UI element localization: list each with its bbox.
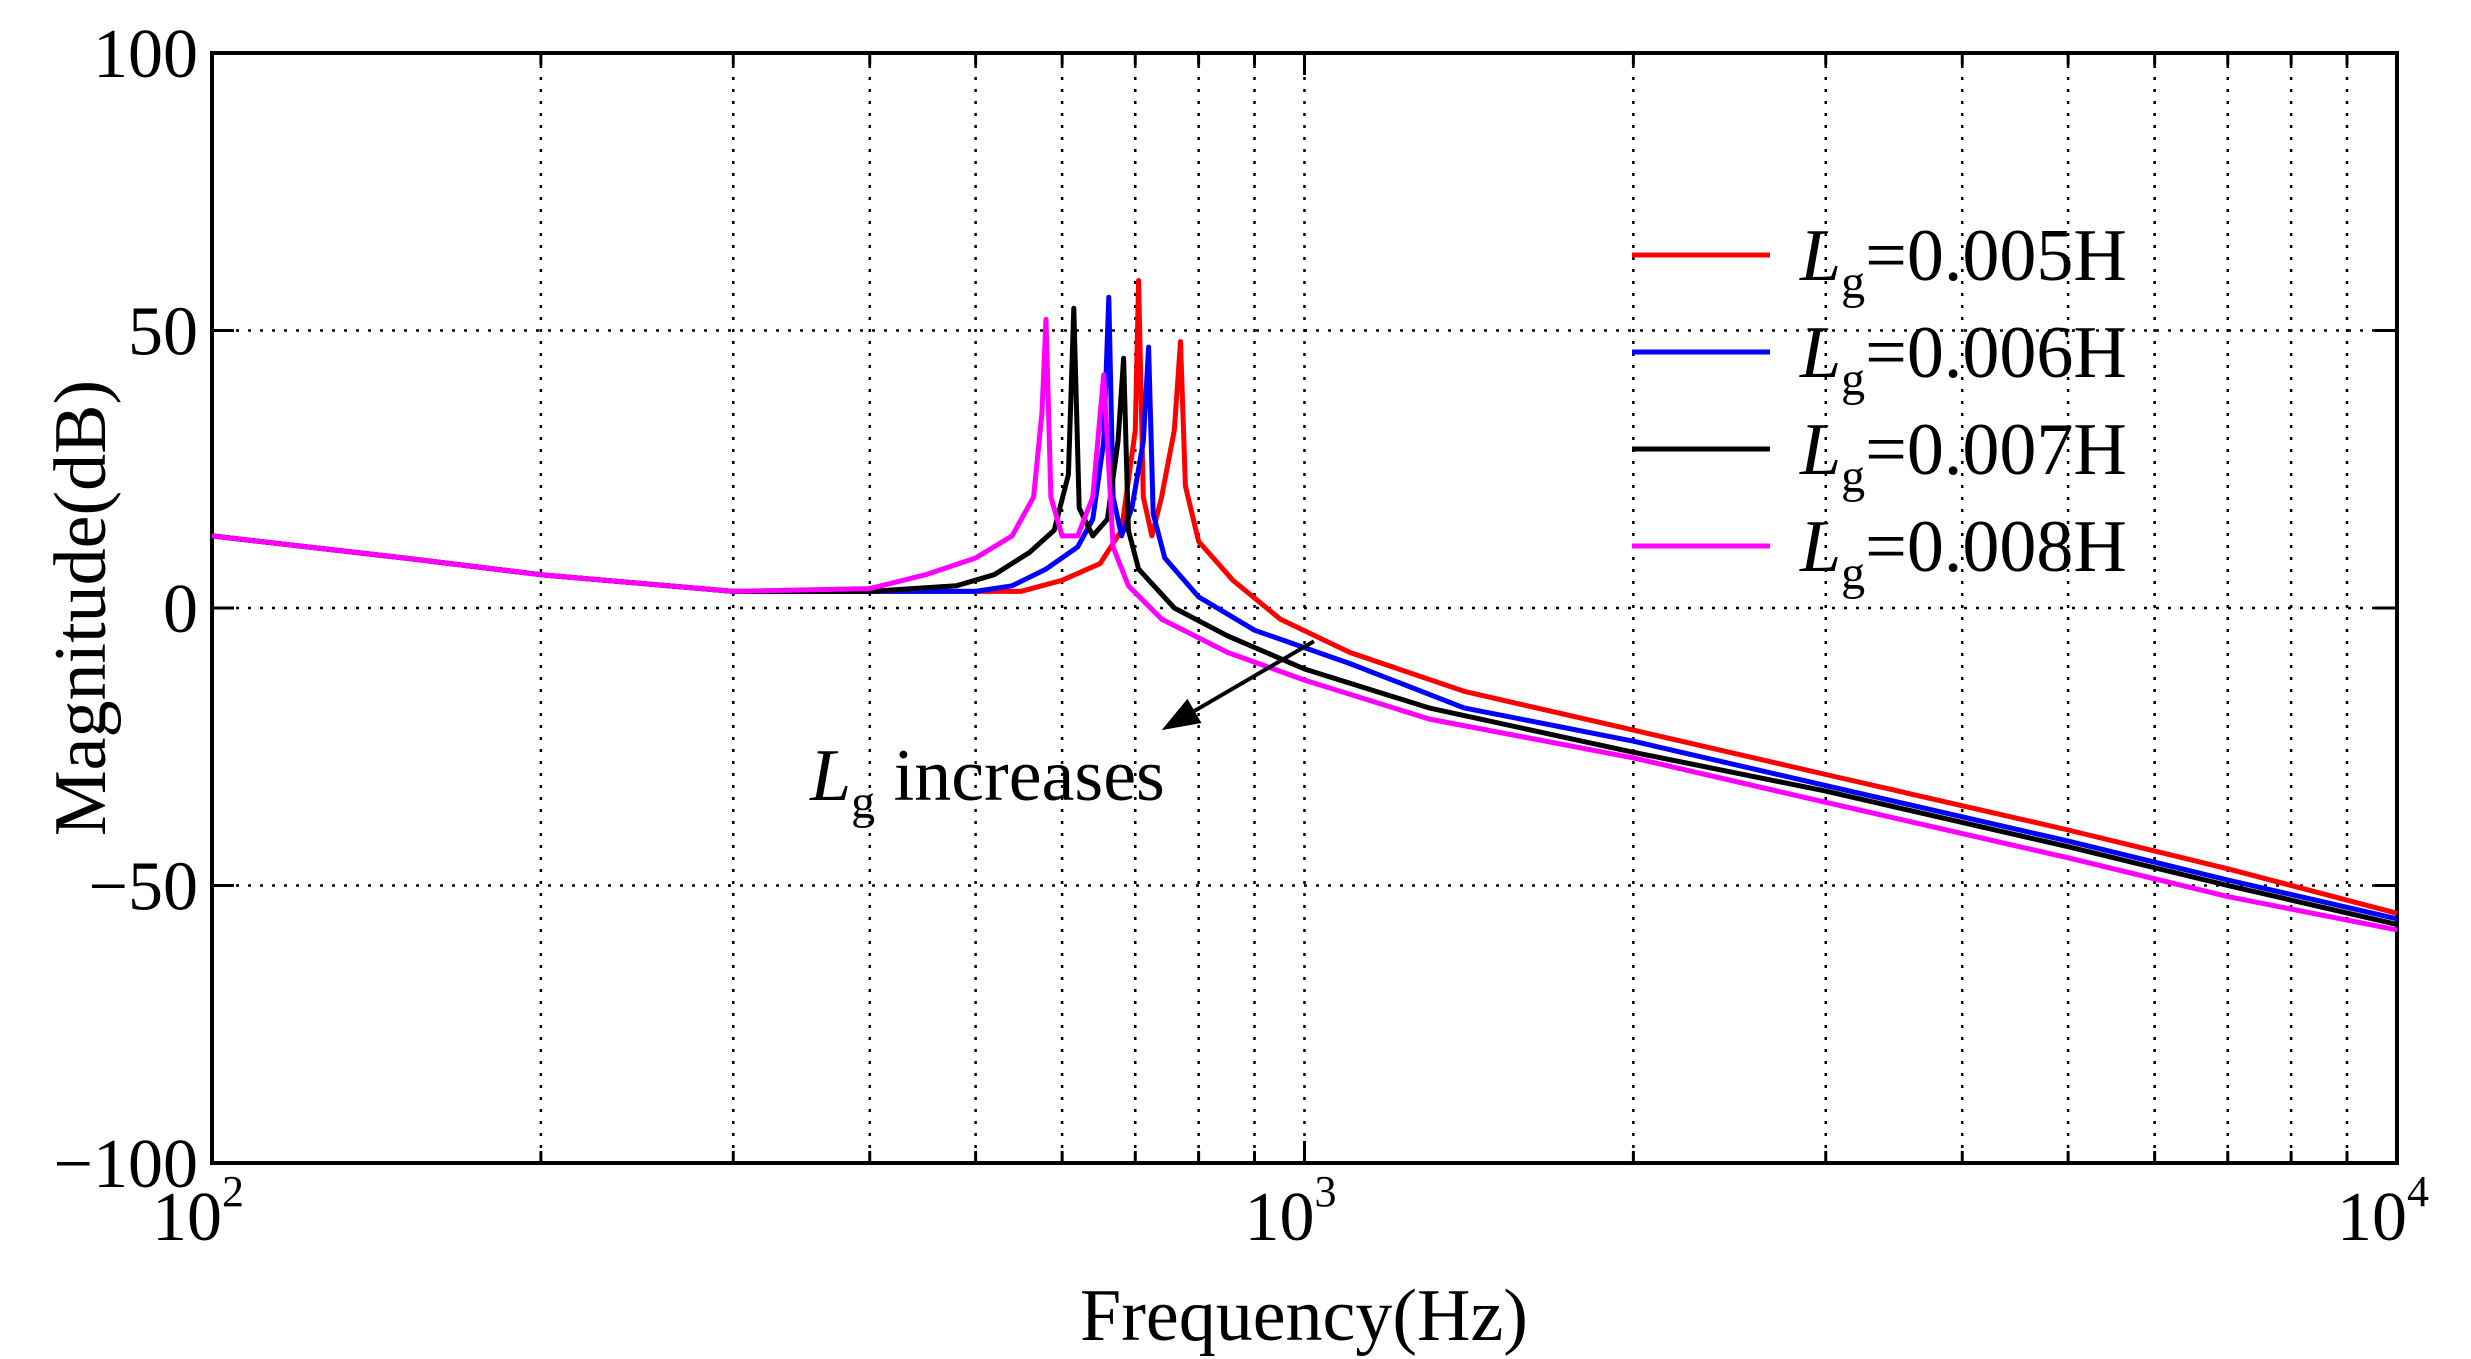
y-tick-label: 0 bbox=[163, 571, 198, 648]
annotation-lg-increases: Lg increases bbox=[809, 639, 1315, 829]
legend-label: Lg=0.007H bbox=[1799, 409, 2127, 503]
legend-label: Lg=0.008H bbox=[1799, 506, 2127, 600]
series-layer bbox=[211, 278, 2398, 933]
x-tick-labels: 102 103 104 bbox=[152, 1167, 2429, 1256]
y-tick-label: −100 bbox=[54, 1126, 198, 1203]
annotation-arrow-head bbox=[1161, 698, 1202, 731]
y-tick-label: 100 bbox=[93, 16, 198, 93]
x-tick-label: 102 bbox=[152, 1167, 244, 1256]
x-tick-label: 103 bbox=[1245, 1167, 1337, 1256]
y-tick-labels: 100 50 0 −50 −100 bbox=[54, 16, 198, 1203]
series-line-3 bbox=[211, 305, 2398, 927]
y-tick-label: −50 bbox=[89, 849, 198, 926]
annotation-symbol: L bbox=[809, 735, 851, 817]
annotation-text: Lg increases bbox=[809, 735, 1165, 829]
annotation-label: increases bbox=[875, 735, 1165, 817]
y-axis-label: Magnitude(dB) bbox=[40, 380, 122, 836]
x-axis-label: Frequency(Hz) bbox=[1080, 1275, 1528, 1357]
axis-ticks bbox=[212, 51, 2397, 1165]
x-tick-label: 104 bbox=[2337, 1167, 2429, 1256]
annotation-arrow bbox=[1193, 639, 1315, 713]
grid bbox=[212, 53, 2397, 1163]
legend-label: Lg=0.005H bbox=[1799, 215, 2127, 309]
legend-label: Lg=0.006H bbox=[1799, 312, 2127, 406]
annotation-subscript: g bbox=[851, 776, 875, 829]
y-tick-label: 50 bbox=[128, 294, 198, 371]
series-line-4 bbox=[211, 316, 2398, 933]
